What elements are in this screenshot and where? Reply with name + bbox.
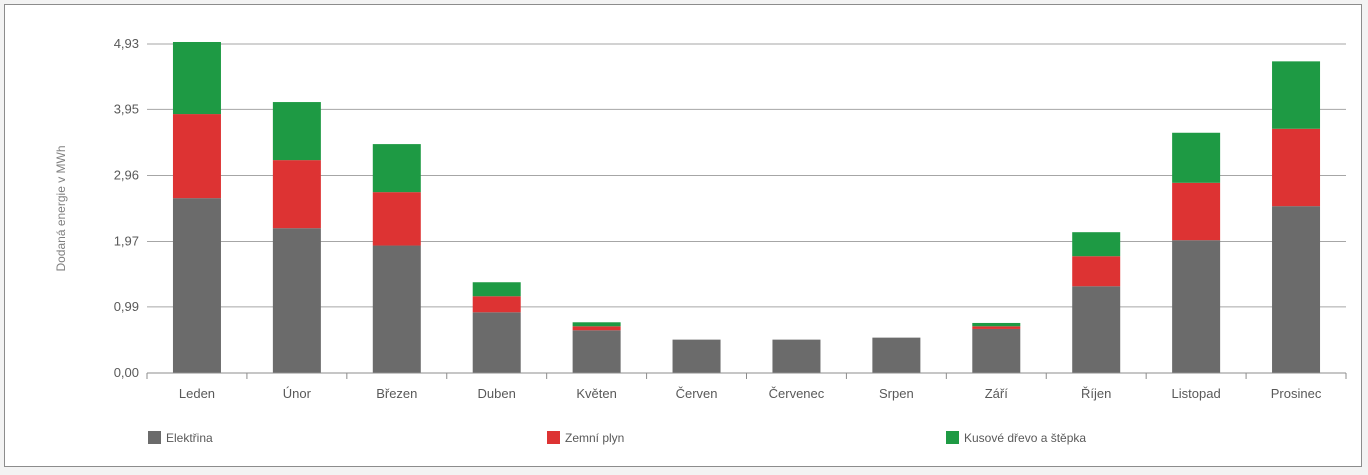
- bar-segment: [1072, 256, 1121, 287]
- x-tick-label: Září: [985, 386, 1009, 401]
- bar-segment: [872, 337, 921, 373]
- gridlines: [147, 43, 1346, 308]
- bars: [172, 41, 1321, 373]
- bar-segment: [372, 192, 421, 246]
- bar-segment: [1172, 240, 1221, 373]
- bar-segment: [972, 328, 1021, 373]
- legend-label: Zemní plyn: [565, 431, 624, 445]
- y-tick-labels: 0,00 0,99 1,97 2,96 3,95 4,93: [114, 36, 139, 380]
- x-tick-label: Leden: [179, 386, 215, 401]
- legend-label: Kusové dřevo a štěpka: [964, 431, 1086, 445]
- legend-item: Elektřina: [148, 431, 213, 445]
- bar-segment: [472, 296, 521, 313]
- x-tick-labels: Leden Únor Březen Duben Květen Červen Červenec…: [179, 386, 1322, 401]
- y-tick-label: 4,93: [114, 36, 139, 51]
- x-tick-label: Červen: [676, 386, 718, 401]
- legend-item: Kusové dřevo a štěpka: [946, 431, 1086, 445]
- bar-segment: [272, 160, 321, 229]
- bar-segment: [772, 339, 821, 373]
- x-tick-label: Prosinec: [1271, 386, 1322, 401]
- bar-segment: [472, 282, 521, 297]
- bar-segment: [1272, 206, 1321, 373]
- bar-segment: [472, 312, 521, 373]
- bar-segment: [572, 330, 621, 373]
- bar-segment: [1272, 128, 1321, 207]
- x-tick-label: Srpen: [879, 386, 914, 401]
- y-tick-label: 0,99: [114, 299, 139, 314]
- legend: Elektřina Zemní plyn Kusové dřevo a štěpka: [148, 431, 1086, 445]
- bar-segment: [372, 144, 421, 193]
- bar-segment: [1172, 182, 1221, 241]
- bar-segment: [972, 322, 1021, 327]
- y-tick-label: 3,95: [114, 101, 139, 116]
- x-tick-label: Duben: [478, 386, 516, 401]
- x-tick-label: Říjen: [1081, 386, 1111, 401]
- legend-label: Elektřina: [166, 431, 213, 445]
- bar-segment: [672, 339, 721, 373]
- bar-segment: [272, 102, 321, 161]
- bar-segment: [572, 326, 621, 331]
- bar-segment: [372, 245, 421, 373]
- bar-segment: [272, 228, 321, 373]
- x-tick-label: Červenec: [769, 386, 825, 401]
- x-tick-label: Březen: [376, 386, 417, 401]
- chart-frame: 0,00 0,99 1,97 2,96 3,95 4,93 Leden Únor Březen…: [4, 4, 1362, 467]
- x-tick-label: Květen: [576, 386, 616, 401]
- bar-segment: [1072, 232, 1121, 257]
- x-tick-label: Únor: [283, 386, 312, 401]
- legend-swatch: [547, 431, 560, 444]
- y-tick-label: 0,00: [114, 365, 139, 380]
- legend-swatch: [946, 431, 959, 444]
- stacked-bar-chart: 0,00 0,99 1,97 2,96 3,95 4,93 Leden Únor Březen…: [54, 36, 1347, 445]
- bar-segment: [1072, 286, 1121, 373]
- bar-segment: [1172, 132, 1221, 183]
- bar-segment: [172, 114, 221, 199]
- bar-segment: [972, 326, 1021, 329]
- legend-swatch: [148, 431, 161, 444]
- bar-segment: [172, 198, 221, 373]
- bar-segment: [1272, 61, 1321, 129]
- legend-item: Zemní plyn: [547, 431, 624, 445]
- y-axis-label: Dodaná energie v MWh: [54, 145, 68, 271]
- bar-segment: [572, 322, 621, 327]
- y-tick-label: 1,97: [114, 234, 139, 249]
- y-tick-label: 2,96: [114, 167, 139, 182]
- x-tick-label: Listopad: [1172, 386, 1221, 401]
- bar-segment: [172, 41, 221, 115]
- x-axis: [146, 372, 1347, 379]
